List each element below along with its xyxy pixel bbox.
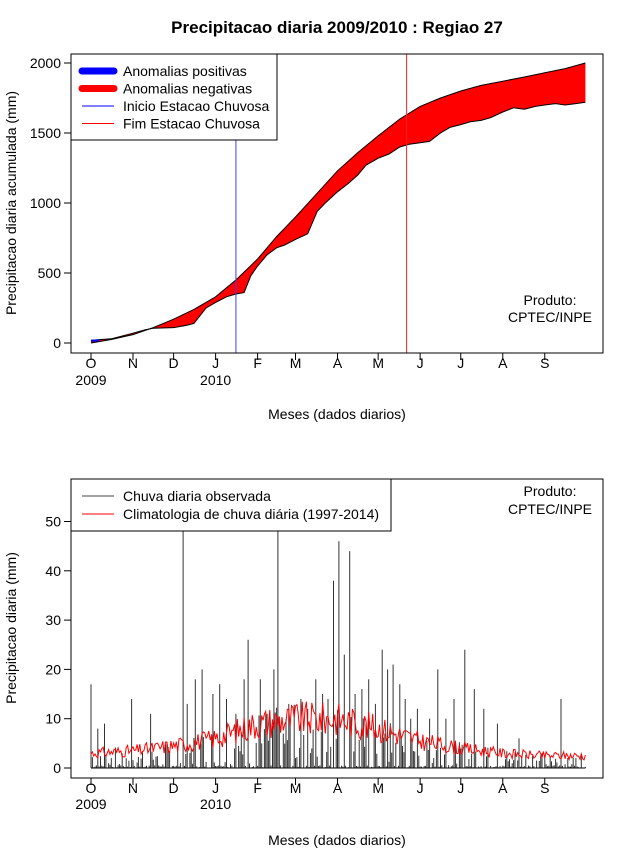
top-xtick-label: M — [290, 355, 302, 371]
climatology-cumulative-line — [90, 62, 586, 344]
top-xtick-label: J — [457, 355, 464, 371]
top-xtick-label: J — [417, 355, 424, 371]
top-ytick-label: 2000 — [30, 55, 61, 71]
negative-anomaly-area — [91, 63, 586, 343]
bottom-xtick-label: N — [128, 780, 138, 796]
chart-title: Precipitacao diaria 2009/2010 : Regiao 2… — [171, 18, 503, 37]
bottom-xlabel: Meses (dados diarios) — [268, 832, 406, 848]
top-xtick-label: D — [169, 355, 179, 371]
bottom-ytick-label: 20 — [45, 661, 61, 677]
bottom-ytick-label: 50 — [45, 514, 61, 530]
top-annotation-line2: CPTEC/INPE — [508, 309, 592, 325]
top-xtick-label: A — [498, 355, 508, 371]
top-ytick-label: 1500 — [30, 125, 61, 141]
bottom-ytick-label: 40 — [45, 563, 61, 579]
bottom-ytick-label: 0 — [53, 760, 61, 776]
top-xtick-label: N — [128, 355, 138, 371]
climatology-daily-line — [90, 701, 586, 762]
bottom-legend-box — [70, 478, 392, 532]
top-legend-label: Fim Estacao Chuvosa — [123, 116, 260, 132]
bottom-xtick-label: A — [333, 780, 343, 796]
top-year-label: 2009 — [75, 372, 106, 388]
bottom-xtick-label: J — [457, 780, 464, 796]
top-chart: 0 500 1000 1500 2000 O N D J F M A M J J A S 2009 2010 Anom… — [30, 53, 604, 388]
bottom-xtick-label: J — [417, 780, 424, 796]
top-annotation-line1: Produto: — [524, 292, 577, 308]
top-ylabel: Precipitacao diaria acumulada (mm) — [3, 91, 19, 315]
bottom-xtick-label: O — [86, 780, 97, 796]
positive-anomaly-segment — [90, 339, 100, 342]
top-xtick-label: A — [333, 355, 343, 371]
bottom-xtick-label: S — [540, 780, 549, 796]
bottom-ylabel: Precipitacao diaria (mm) — [3, 552, 19, 704]
bottom-chart: 0 10 20 30 40 50 O N D J F M A M J J A S 2009 2010 Chuva dia… — [45, 478, 604, 812]
bottom-xtick-label: D — [169, 780, 179, 796]
top-xtick-label: M — [372, 355, 384, 371]
bottom-ytick-label: 30 — [45, 612, 61, 628]
bottom-legend-label: Climatologia de chuva diária (1997-2014) — [123, 506, 379, 522]
top-xtick-label: F — [253, 355, 262, 371]
bottom-ytick-label: 10 — [45, 711, 61, 727]
bottom-xtick-label: M — [290, 780, 302, 796]
top-year-label: 2010 — [200, 372, 231, 388]
observed-cumulative-line — [90, 101, 586, 341]
bottom-annotation-line2: CPTEC/INPE — [508, 501, 592, 517]
top-legend-label: Anomalias negativas — [123, 81, 252, 97]
bottom-year-label: 2009 — [75, 796, 106, 812]
top-xtick-label: S — [540, 355, 549, 371]
top-ytick-label: 1000 — [30, 195, 61, 211]
top-xtick-label: J — [212, 355, 219, 371]
top-ytick-label: 500 — [38, 265, 62, 281]
top-legend-label: Anomalias positivas — [123, 63, 247, 79]
top-xlabel: Meses (dados diarios) — [268, 406, 406, 422]
bottom-legend-label: Chuva diaria observada — [123, 488, 271, 504]
top-ytick-label: 0 — [53, 335, 61, 351]
bottom-xtick-label: M — [372, 780, 384, 796]
observed-daily-bars — [90, 526, 586, 768]
top-legend-label: Inicio Estacao Chuvosa — [123, 98, 270, 114]
bottom-xtick-label: J — [212, 780, 219, 796]
bottom-annotation-line1: Produto: — [524, 483, 577, 499]
top-xtick-label: O — [86, 355, 97, 371]
bottom-year-label: 2010 — [200, 796, 231, 812]
bottom-xtick-label: F — [253, 780, 262, 796]
bottom-xtick-label: A — [498, 780, 508, 796]
